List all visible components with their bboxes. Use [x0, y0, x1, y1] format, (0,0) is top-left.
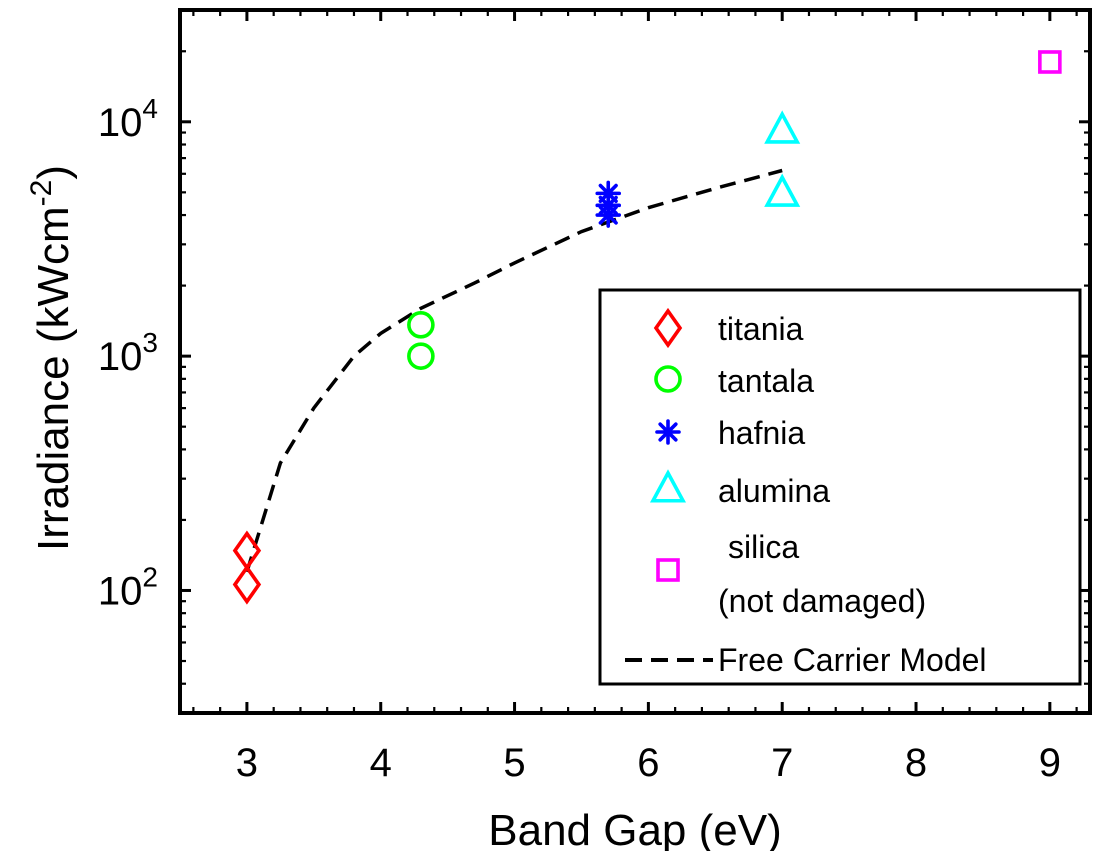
legend-marker-hafnia	[655, 419, 681, 445]
y-tick-label-base: 10	[98, 335, 143, 379]
x-tick-label: 8	[905, 741, 927, 785]
model-curve-group	[245, 168, 783, 573]
y-tick-label-exponent: 4	[142, 93, 158, 124]
y-axis-label: Irradiance (kWcm-2)	[25, 165, 78, 551]
y-tick-label: 104	[98, 93, 158, 145]
legend-label-alumina: alumina	[718, 473, 830, 509]
axis-ticks-group	[180, 8, 1090, 715]
y-tick-label-base: 10	[98, 569, 143, 613]
legend-label-not-damaged: (not damaged)	[718, 583, 926, 619]
legend-marker-silica	[656, 558, 680, 582]
legend-box	[598, 288, 1082, 686]
legend-label-tantala: tantala	[718, 363, 814, 399]
y-axis-label-main: Irradiance (kWcm	[29, 206, 78, 551]
y-axis-label-close: )	[29, 165, 78, 180]
x-tick-label: 5	[503, 741, 525, 785]
y-tick-label: 102	[98, 561, 158, 613]
y-axis-label-exponent: -2	[25, 180, 58, 207]
legend-marker-tantala	[654, 365, 682, 393]
x-tick-label: 3	[236, 741, 258, 785]
x-tick-label: 7	[771, 741, 793, 785]
y-tick-label-exponent: 3	[142, 327, 158, 358]
data-point-tantala-2	[407, 342, 435, 370]
plot-frame	[178, 8, 1092, 715]
data-point-alumina-1	[764, 110, 801, 144]
y-tick-label-exponent: 2	[142, 561, 158, 592]
data-point-titania-2	[232, 564, 262, 605]
legend-label-silica: silica	[728, 529, 799, 565]
x-tick-label: 9	[1039, 741, 1061, 785]
legend-marker-alumina	[649, 469, 687, 503]
x-axis-label: Band Gap (eV)	[488, 806, 782, 851]
x-tick-label: 4	[370, 741, 392, 785]
legend-label-hafnia: hafnia	[718, 415, 805, 451]
data-points-group	[232, 50, 1062, 605]
data-point-silica-1	[1038, 50, 1062, 74]
x-tick-labels-group: 3 4 5 6 7 8 9	[236, 741, 1061, 785]
y-tick-label-base: 10	[98, 101, 143, 145]
legend: titania tantala hafnia alumina silica (n…	[598, 288, 1082, 686]
free-carrier-model-line	[245, 168, 783, 573]
legend-markers	[649, 307, 687, 582]
x-tick-label: 6	[637, 741, 659, 785]
legend-label-model: Free Carrier Model	[718, 642, 987, 678]
y-tick-label: 103	[98, 327, 158, 379]
data-point-alumina-2	[764, 173, 801, 207]
data-point-hafnia-3	[595, 202, 622, 228]
data-point-tantala-1	[407, 311, 435, 339]
legend-marker-titania	[653, 307, 683, 349]
legend-label-titania: titania	[718, 311, 804, 347]
